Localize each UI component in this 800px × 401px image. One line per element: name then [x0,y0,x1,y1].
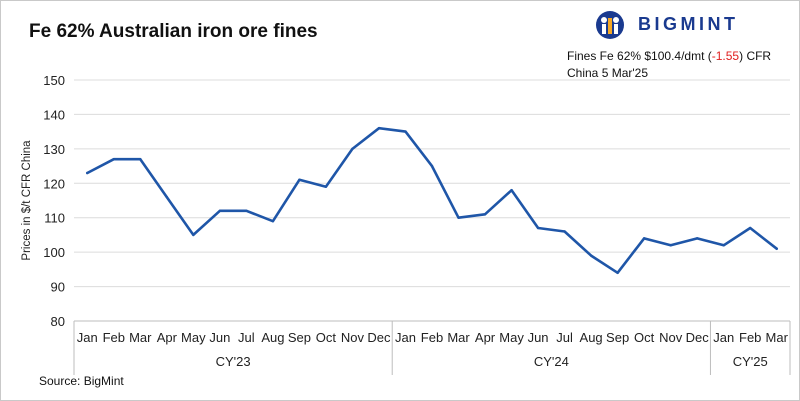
gridlines [74,79,790,322]
x-tick-label: Mar [766,330,789,345]
data-point [616,271,619,274]
x-tick-label: Oct [634,330,655,345]
x-tick-label: Feb [421,330,443,345]
y-tick-label: 90 [51,280,65,295]
y-tick-label: 110 [44,211,65,226]
annotation-prefix: Fines Fe 62% $100.4/dmt ( [567,49,712,63]
x-tick-label: Sep [606,330,629,345]
brand-name: BIGMINT [638,14,739,34]
x-tick-label: Nov [341,330,365,345]
x-tick-label: Aug [580,330,603,345]
data-point [536,226,540,230]
data-point [351,147,354,151]
y-tick-label: 100 [43,245,65,260]
x-axis: Jan Feb Mar Apr May Jun Jul Aug Sep Oct Nov Dec Jan F… [73,321,791,375]
x-tick-label: Jun [209,330,230,345]
data-series [86,126,779,275]
data-point [563,230,566,233]
data-point [298,178,301,182]
data-point [589,254,593,257]
x-tick-label: Mar [447,330,470,345]
x-tick-label: Oct [316,330,337,345]
y-tick-label: 150 [43,73,65,88]
data-point [112,157,115,161]
y-tick-label: 130 [43,142,65,157]
group-label: CY'23 [216,354,251,369]
y-tick-label: 140 [43,107,65,122]
x-tick-label: Mar [129,330,152,345]
x-tick-label: Aug [261,330,284,345]
x-tick-label: May [499,330,524,345]
data-point [457,216,460,219]
y-tick-label: 120 [43,176,65,191]
brand-logo: BIGMINT [594,10,784,40]
data-point [510,188,513,192]
data-point [245,209,248,213]
data-point [324,185,328,188]
data-point [377,127,381,130]
data-point [483,213,487,216]
group-label: CY'24 [534,354,569,369]
x-tick-label: Sep [288,330,311,345]
data-point [404,130,407,133]
x-tick-label: Apr [157,330,178,345]
price-annotation: Fines Fe 62% $100.4/dmt (-1.55) CFR Chin… [567,48,792,82]
data-point [271,219,275,223]
source-note: Source: BigMint [39,374,124,388]
y-axis-label: Prices in $/t CFR China [21,140,33,261]
x-tick-label: Jan [77,330,98,345]
x-tick-label: Apr [475,330,496,345]
annotation-suffix: ) CFR China 5 Mar'25 [567,49,772,80]
y-axis-ticks: 80 90 100 110 120 130 140 150 [43,73,65,329]
x-tick-label: Feb [739,330,761,345]
data-point [430,164,434,168]
data-point [749,226,752,230]
x-tick-label: Jan [713,330,734,345]
data-point [642,237,646,240]
group-label: CY'25 [733,354,768,369]
data-point [722,244,725,247]
x-tick-label: Jul [238,330,255,345]
data-point [695,237,699,240]
data-point [669,244,672,247]
data-point [218,209,222,213]
x-tick-label: Nov [659,330,683,345]
data-point [165,195,169,199]
data-point [192,233,195,237]
data-point [775,247,778,250]
x-tick-label: Dec [367,330,391,345]
y-tick-label: 80 [51,314,65,329]
series-line [86,126,779,275]
x-tick-label: May [181,330,206,345]
x-tick-label: Jun [528,330,549,345]
x-tick-label: Jan [395,330,416,345]
data-point [86,171,89,175]
chart-title: Fe 62% Australian iron ore fines [29,21,318,42]
x-tick-label: Dec [686,330,710,345]
x-tick-label: Feb [103,330,125,345]
annotation-change: -1.55 [711,49,740,63]
bigmint-logo-icon [596,11,624,39]
data-point [139,157,142,161]
x-tick-label: Jul [556,330,573,345]
